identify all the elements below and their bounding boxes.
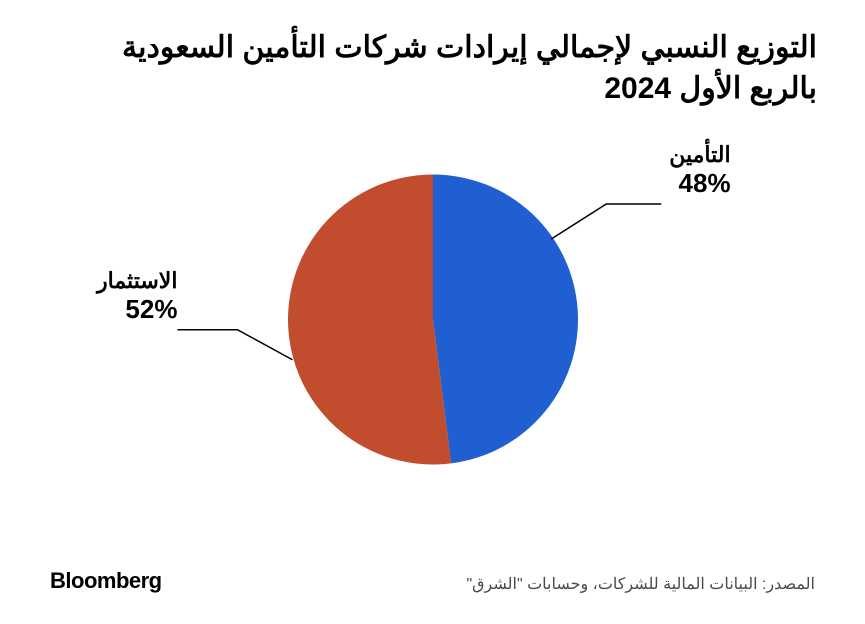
callout-pct-insurance: 48% [669,168,730,199]
title-line-2: بالربع الأول 2024 [48,69,817,110]
callout-insurance: التأمين 48% [669,142,730,199]
pie-chart: التأمين 48% الاستثمار 52% [0,155,865,535]
source-text: المصدر: البيانات المالية للشركات، وحسابا… [466,574,815,594]
callout-pct-investment: 52% [57,294,177,325]
title-line-1: التوزيع النسبي لإجمالي إيرادات شركات الت… [48,28,817,69]
leader-lines [0,155,865,535]
callout-label-insurance: التأمين [669,142,730,168]
callout-label-investment: الاستثمار [57,268,177,294]
callout-investment: الاستثمار 52% [57,268,177,325]
chart-container: التوزيع النسبي لإجمالي إيرادات شركات الت… [0,0,865,624]
brand-logo: Bloomberg [50,568,162,594]
chart-title: التوزيع النسبي لإجمالي إيرادات شركات الت… [48,28,817,109]
footer: Bloomberg المصدر: البيانات المالية للشرك… [50,564,815,594]
